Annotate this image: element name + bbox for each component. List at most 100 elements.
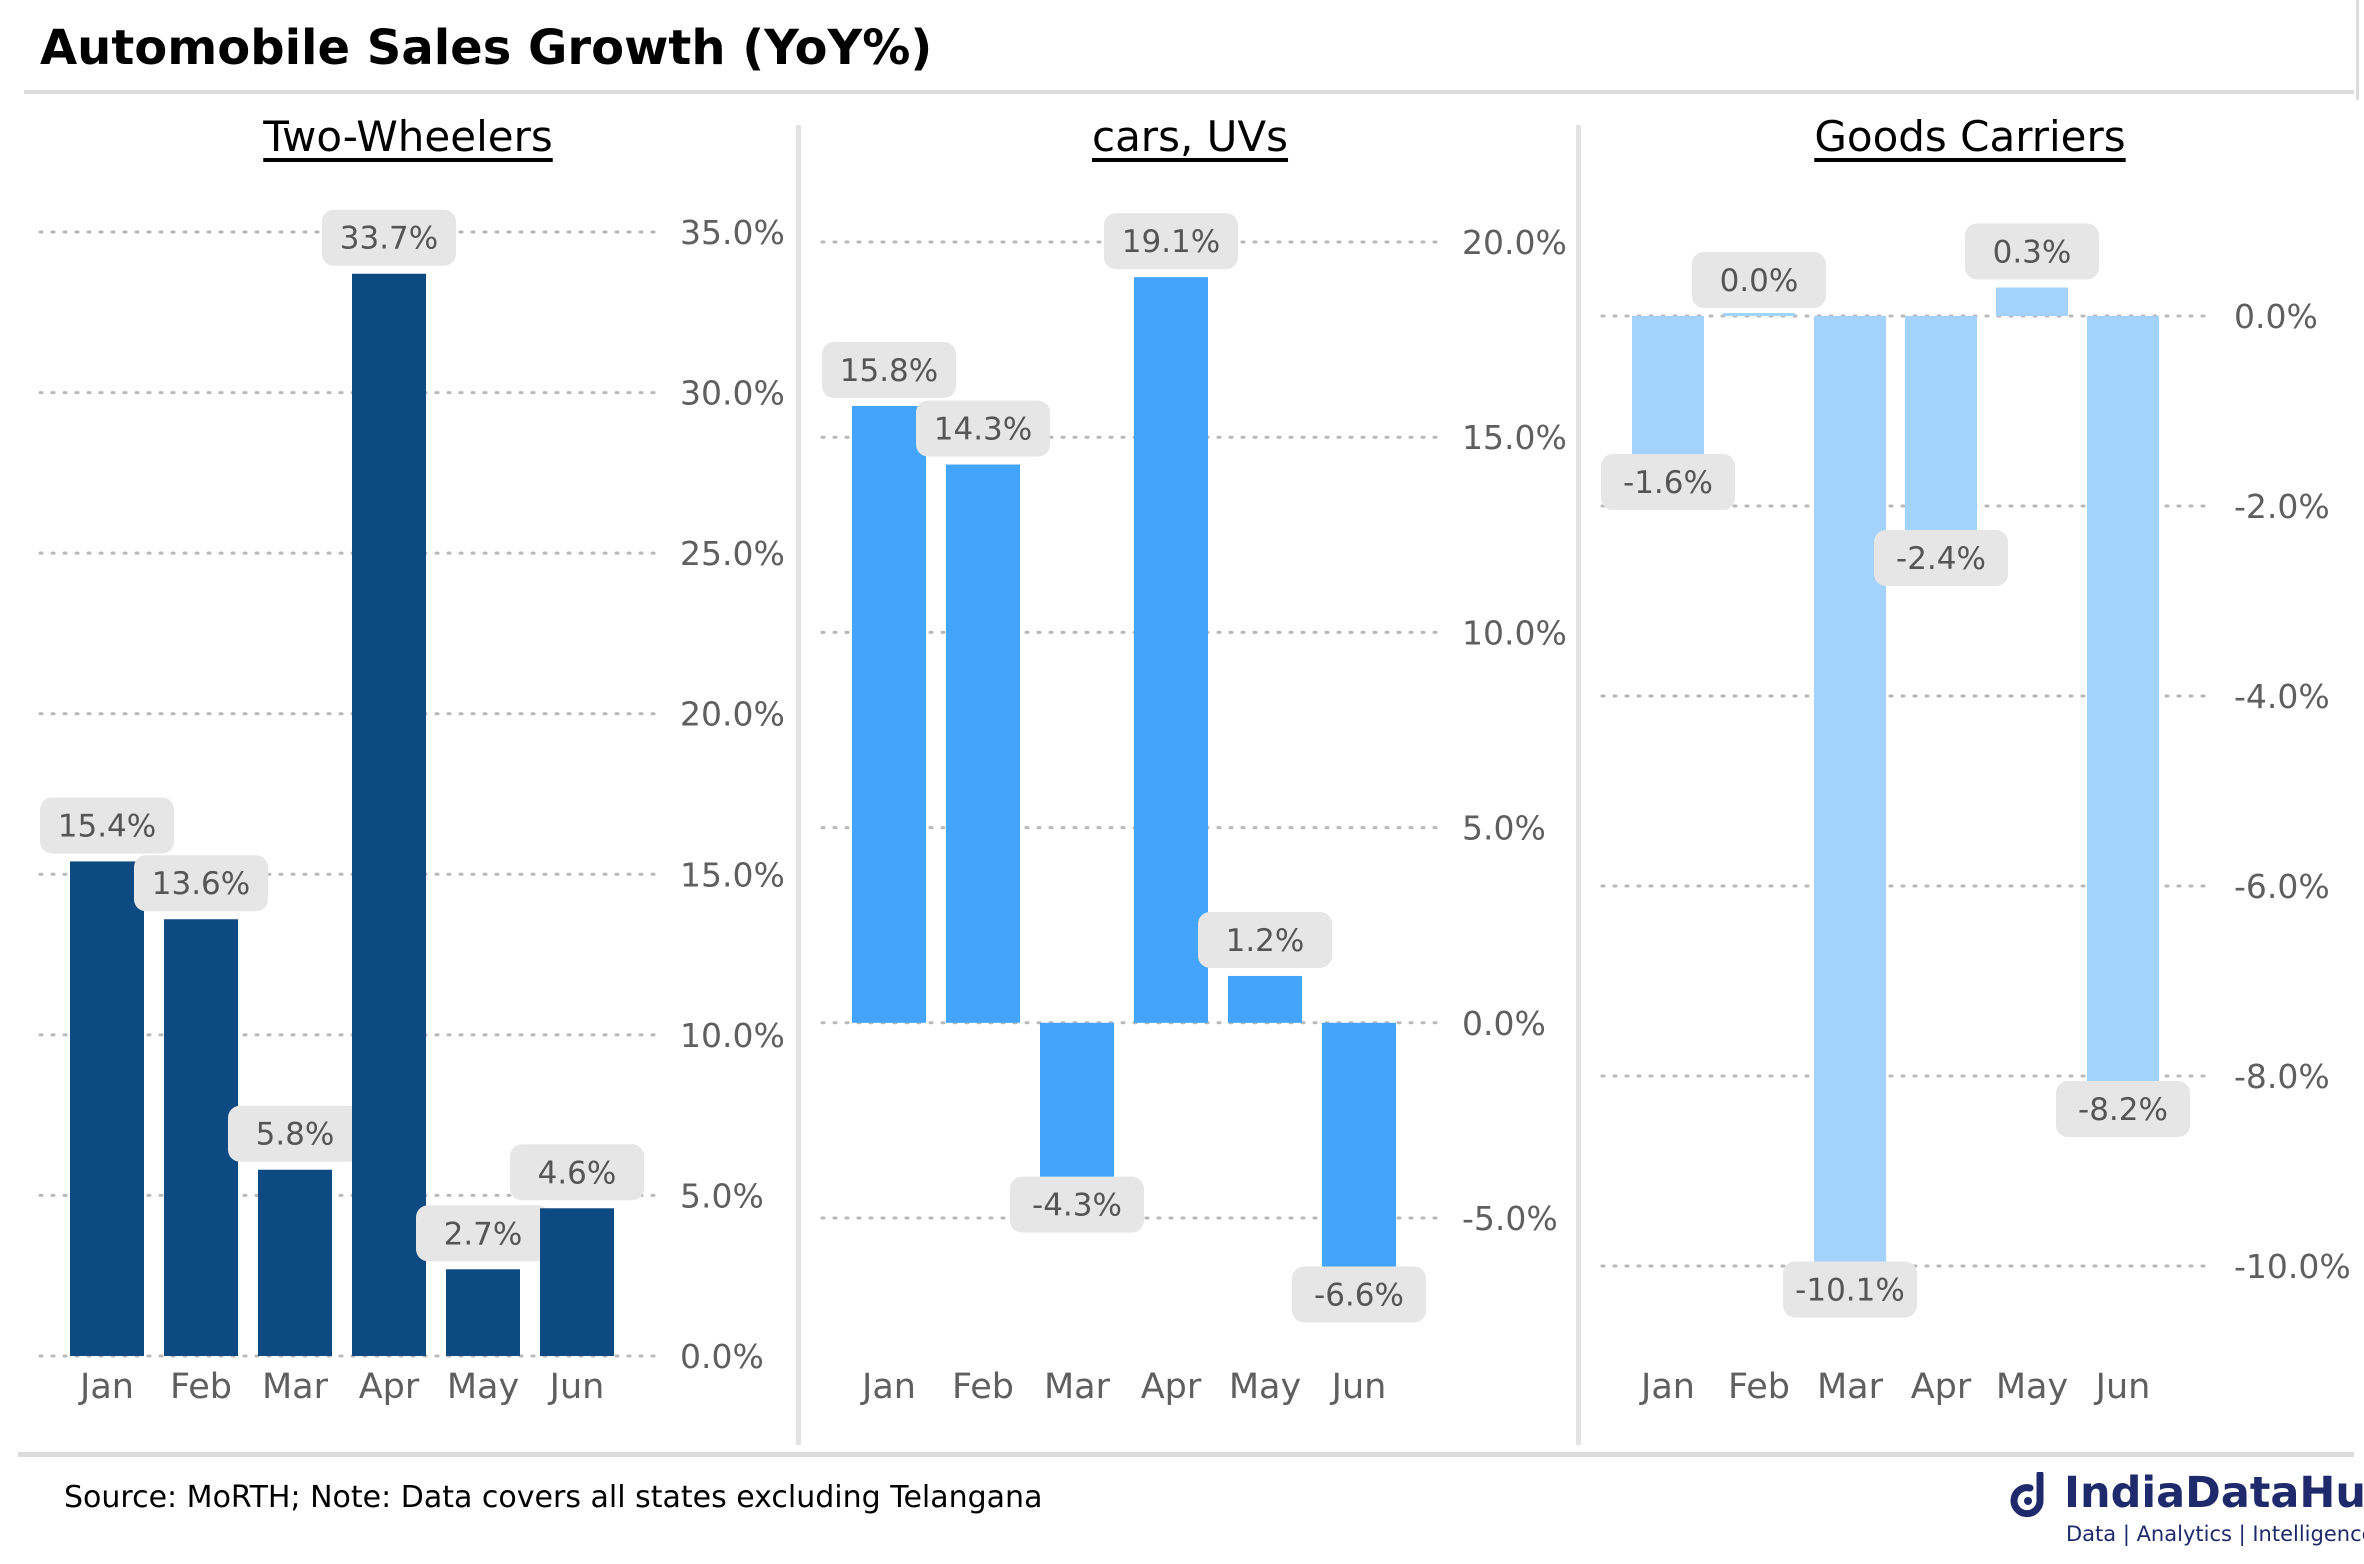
footer-rule: [18, 1452, 2354, 1457]
goods-carriers-y-tick-label: -6.0%: [2234, 867, 2330, 906]
svg-text:4.6%: 4.6%: [538, 1155, 617, 1191]
two-wheelers-y-tick-label: 15.0%: [680, 855, 785, 894]
cars-uvs-bar-jun: [1322, 1022, 1396, 1281]
goods-carriers-category-label: May: [1996, 1367, 2068, 1407]
svg-text:-6.6%: -6.6%: [1314, 1277, 1404, 1313]
cars-uvs-y-tick-label: 0.0%: [1462, 1004, 1546, 1043]
goods-carriers-value-label-jun: -8.2%: [2056, 1081, 2190, 1137]
two-wheelers-category-label: Apr: [359, 1367, 420, 1407]
two-wheelers-chart: 0.0% 5.0% 10.0% 15.0% 20.0% 25.0% 30.0% 35.0% 15…: [30, 100, 790, 1450]
svg-text:-2.4%: -2.4%: [1896, 541, 1986, 577]
cars-uvs-y-tick-label: 5.0%: [1462, 809, 1546, 848]
svg-text:5.8%: 5.8%: [256, 1117, 335, 1153]
goods-carriers-bar-feb: [1723, 313, 1795, 316]
cars-uvs-value-label-feb: 14.3%: [916, 400, 1050, 457]
two-wheelers-bar-may: [446, 1269, 520, 1356]
svg-text:-10.1%: -10.1%: [1795, 1273, 1905, 1309]
cars-uvs-bar-jan: [852, 405, 926, 1023]
two-wheelers-y-tick-label: 30.0%: [680, 374, 785, 413]
cars-uvs-category-label: Apr: [1141, 1367, 1202, 1407]
goods-carriers-value-label-jan: -1.6%: [1601, 454, 1735, 510]
cars-uvs-category-label: Mar: [1044, 1367, 1111, 1407]
goods-carriers-category-label: Jun: [2094, 1367, 2151, 1407]
chart-title: Automobile Sales Growth (YoY%): [40, 20, 933, 76]
svg-text:15.8%: 15.8%: [840, 353, 938, 389]
cars-uvs-plot: -5.0% 0.0% 5.0% 10.0% 15.0% 20.0% 15.8% Jan 14.3…: [820, 213, 1567, 1407]
two-wheelers-category-label: Feb: [170, 1367, 232, 1407]
cars-uvs-category-label: Jun: [1330, 1367, 1387, 1407]
two-wheelers-category-label: Jan: [78, 1367, 134, 1407]
cars-uvs-bar-apr: [1134, 277, 1208, 1023]
cars-uvs-category-label: Feb: [952, 1367, 1014, 1407]
two-wheelers-y-tick-label: 20.0%: [680, 695, 785, 734]
goods-carriers-value-label-feb: 0.0%: [1692, 252, 1826, 308]
cars-uvs-bar-mar: [1040, 1022, 1114, 1191]
cars-uvs-y-tick-label: 10.0%: [1462, 613, 1567, 652]
two-wheelers-y-tick-label: 10.0%: [680, 1016, 785, 1055]
goods-carriers-y-tick-label: -10.0%: [2234, 1247, 2351, 1286]
two-wheelers-bar-jun: [540, 1208, 614, 1356]
two-wheelers-y-tick-label: 25.0%: [680, 534, 785, 573]
panel-divider-2: [1576, 125, 1581, 1445]
two-wheelers-bar-feb: [164, 919, 238, 1356]
goods-carriers-value-label-mar: -10.1%: [1783, 1261, 1917, 1318]
logo-tagline: Data | Analytics | Intelligence: [2066, 1522, 2364, 1546]
goods-carriers-y-tick-label: 0.0%: [2234, 297, 2318, 336]
goods-carriers-chart: -10.0% -8.0% -6.0% -4.0% -2.0% 0.0% -1.6% Jan 0.…: [1592, 100, 2352, 1450]
two-wheelers-category-label: May: [447, 1367, 519, 1407]
svg-text:1.2%: 1.2%: [1226, 923, 1305, 959]
svg-text:13.6%: 13.6%: [152, 866, 250, 902]
svg-text:-1.6%: -1.6%: [1623, 465, 1713, 501]
two-wheelers-value-label-feb: 13.6%: [134, 855, 268, 912]
svg-text:19.1%: 19.1%: [1122, 224, 1220, 260]
two-wheelers-bar-mar: [258, 1169, 332, 1356]
svg-text:2.7%: 2.7%: [444, 1216, 523, 1252]
svg-text:0.0%: 0.0%: [1720, 263, 1799, 299]
svg-text:15.4%: 15.4%: [58, 808, 156, 844]
goods-carriers-category-label: Apr: [1911, 1367, 1972, 1407]
svg-text:14.3%: 14.3%: [934, 412, 1032, 448]
panel-title-goods-carriers: Goods Carriers: [1814, 112, 2126, 161]
panel-title-two-wheelers: Two-Wheelers: [263, 112, 553, 161]
goods-carriers-value-label-may: 0.3%: [1965, 223, 2099, 280]
cars-uvs-category-label: Jan: [860, 1367, 916, 1407]
two-wheelers-value-label-may: 2.7%: [416, 1205, 550, 1262]
cars-uvs-value-label-apr: 19.1%: [1104, 213, 1238, 270]
cars-uvs-value-label-jan: 15.8%: [822, 341, 956, 398]
cars-uvs-value-label-mar: -4.3%: [1010, 1176, 1144, 1233]
two-wheelers-y-tick-label: 5.0%: [680, 1176, 764, 1215]
logo-mark-icon: [2010, 1472, 2044, 1518]
indiadatahub-logo: IndiaDataHub Data | Analytics | Intellig…: [2010, 1468, 2364, 1558]
title-underline: [24, 90, 2354, 94]
two-wheelers-value-label-apr: 33.7%: [322, 209, 456, 266]
cars-uvs-y-tick-label: 20.0%: [1462, 223, 1567, 262]
cars-uvs-bar-may: [1228, 975, 1302, 1023]
goods-carriers-y-tick-label: -8.0%: [2234, 1057, 2330, 1096]
two-wheelers-value-label-jan: 15.4%: [40, 797, 174, 854]
goods-carriers-category-label: Jan: [1639, 1367, 1695, 1407]
two-wheelers-value-label-jun: 4.6%: [510, 1144, 644, 1201]
goods-carriers-bar-jan: [1632, 316, 1704, 468]
cars-uvs-category-label: May: [1229, 1367, 1301, 1407]
goods-carriers-category-label: Feb: [1728, 1367, 1790, 1407]
two-wheelers-category-label: Jun: [548, 1367, 605, 1407]
goods-carriers-y-tick-label: -4.0%: [2234, 677, 2330, 716]
goods-carriers-value-label-apr: -2.4%: [1874, 530, 2008, 586]
cars-uvs-y-tick-label: 15.0%: [1462, 418, 1567, 457]
source-note: Source: MoRTH; Note: Data covers all sta…: [64, 1480, 1043, 1515]
two-wheelers-bar-apr: [352, 273, 426, 1357]
two-wheelers-bar-jan: [70, 861, 144, 1356]
goods-carriers-category-label: Mar: [1817, 1367, 1884, 1407]
cars-uvs-bar-feb: [946, 464, 1020, 1023]
svg-text:-4.3%: -4.3%: [1032, 1188, 1122, 1224]
panel-divider-1: [796, 125, 801, 1445]
svg-text:0.3%: 0.3%: [1993, 235, 2072, 271]
svg-text:-8.2%: -8.2%: [2078, 1092, 2168, 1128]
goods-carriers-y-tick-label: -2.0%: [2234, 487, 2330, 526]
cars-uvs-chart: -5.0% 0.0% 5.0% 10.0% 15.0% 20.0% 15.8% Jan 14.3…: [812, 100, 1572, 1450]
cars-uvs-value-label-jun: -6.6%: [1292, 1266, 1426, 1323]
goods-carriers-plot: -10.0% -8.0% -6.0% -4.0% -2.0% 0.0% -1.6% Jan 0.…: [1600, 223, 2351, 1407]
goods-carriers-bar-may: [1996, 287, 2068, 316]
goods-carriers-bar-jun: [2087, 316, 2159, 1095]
cars-uvs-y-tick-label: -5.0%: [1462, 1199, 1558, 1238]
